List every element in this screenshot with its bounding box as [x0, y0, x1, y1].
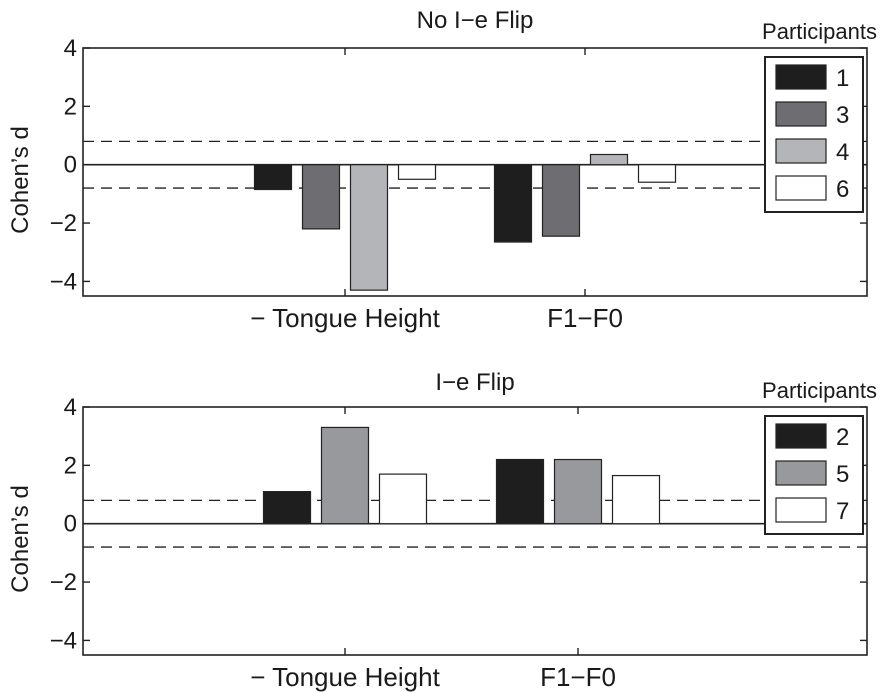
bar-p7-cat1	[378, 473, 428, 525]
chart-title: I−e Flip	[435, 369, 514, 396]
category-label: − Tongue Height	[250, 662, 440, 692]
bar-p5-cat1	[320, 426, 370, 525]
chart-panel-2: I−e Flip Cohen’s d 4 2 0 −2 −4 − Tongue Height F…	[7, 369, 877, 692]
y-tick-label: −4	[50, 627, 77, 654]
bar-p6-cat1	[397, 164, 437, 180]
legend-title: Participants	[762, 19, 877, 44]
legend-label-2: 2	[836, 424, 849, 451]
chart-panel-1: No I−e Flip Cohen’s d 4 2 0 −2 −4 − Tongue Heig…	[7, 7, 877, 333]
legend-swatch-3	[775, 101, 827, 127]
chart-title: No I−e Flip	[417, 7, 534, 34]
bar-p7-cat2	[611, 474, 661, 525]
legend-label-5: 5	[836, 461, 849, 488]
plot-frame	[82, 47, 868, 297]
y-tick-label: −4	[50, 268, 77, 295]
bar-p1-cat2	[493, 164, 533, 243]
y-tick-label: 4	[64, 394, 77, 421]
bar-p4-cat1	[349, 164, 389, 291]
y-tick-label: −2	[50, 210, 77, 237]
y-tick-label: 0	[64, 511, 77, 538]
legend-label-4: 4	[836, 139, 849, 166]
y-tick-label: −2	[50, 569, 77, 596]
legend-swatch-5	[775, 460, 827, 486]
y-tick-label: 2	[64, 93, 77, 120]
bar-p2-cat1	[262, 491, 312, 525]
y-tick-label: 0	[64, 152, 77, 179]
legend-swatch-7	[775, 497, 827, 523]
legend-swatch-2	[775, 423, 827, 449]
y-axis-label: Cohen’s d	[7, 485, 34, 593]
bar-p1-cat1	[253, 164, 293, 191]
plot-frame	[82, 406, 868, 656]
legend-label-7: 7	[836, 498, 849, 525]
legend-label-1: 1	[836, 65, 849, 92]
y-tick-label: 2	[64, 452, 77, 479]
bar-p2-cat2	[495, 458, 545, 525]
bar-p5-cat2	[553, 458, 603, 525]
legend-swatch-4	[775, 138, 827, 164]
category-label: − Tongue Height	[250, 303, 440, 333]
legend-title: Participants	[762, 378, 877, 403]
category-label: F1−F0	[540, 662, 616, 692]
category-label: F1−F0	[547, 303, 623, 333]
bar-p6-cat2	[637, 164, 677, 183]
legend-label-6: 6	[836, 176, 849, 203]
legend-swatch-6	[775, 175, 827, 201]
legend-swatch-1	[775, 64, 827, 90]
legend-label-3: 3	[836, 102, 849, 129]
y-tick-label: 4	[64, 35, 77, 62]
bar-p4-cat2	[589, 153, 629, 166]
bar-p3-cat1	[301, 164, 341, 230]
bar-p3-cat2	[541, 164, 581, 237]
y-axis-label: Cohen’s d	[7, 126, 34, 234]
